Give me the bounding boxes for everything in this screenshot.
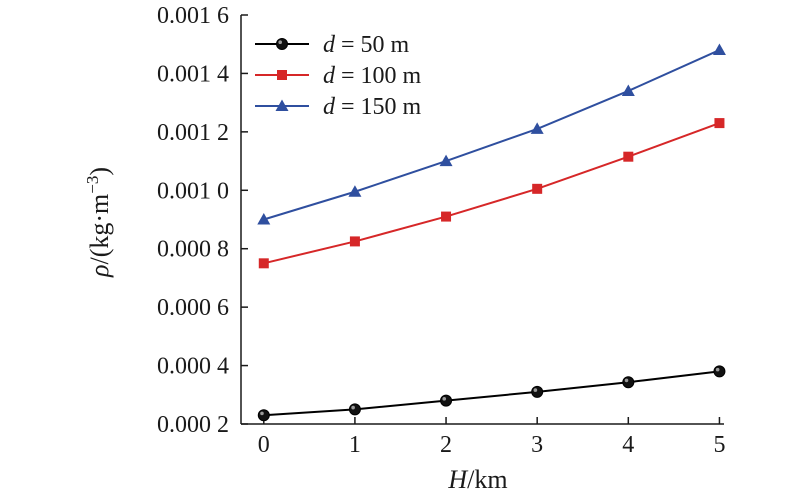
x-tick-label: 0	[258, 432, 270, 458]
y-axis-title: ρ/(kg·m−3)	[83, 167, 114, 278]
legend-label: d = 50 m	[323, 32, 410, 58]
data-point	[712, 43, 726, 56]
legend-item: d = 100 m	[255, 63, 422, 89]
data-point	[532, 183, 543, 194]
x-tick-label: 5	[713, 432, 725, 458]
data-point	[714, 118, 725, 129]
y-tick-label: 0.000 4	[157, 354, 229, 380]
axes	[240, 15, 724, 425]
series-2	[258, 118, 725, 269]
data-point	[439, 154, 453, 167]
data-point	[257, 213, 271, 225]
data-point	[623, 151, 634, 162]
series-layer	[257, 43, 726, 422]
data-point	[531, 385, 544, 398]
y-tick-label: 0.000 8	[157, 237, 229, 263]
y-tick-label: 0.000 2	[157, 412, 229, 438]
y-tick-label: 0.001 6	[157, 3, 229, 29]
data-point	[257, 409, 270, 422]
x-tick-label: 3	[531, 432, 543, 458]
series-line	[263, 49, 720, 221]
legend-item: d = 50 m	[255, 32, 410, 58]
data-point	[713, 365, 726, 378]
x-tick-label: 2	[440, 432, 452, 458]
data-point	[349, 236, 360, 247]
series-line	[263, 122, 720, 265]
legend-marker	[275, 99, 289, 111]
legend-item: d = 150 m	[255, 94, 422, 120]
y-tick-label: 0.000 6	[157, 295, 229, 321]
data-point	[440, 394, 453, 407]
data-point	[622, 376, 635, 389]
data-point	[258, 258, 269, 269]
y-tick-label: 0.001 2	[157, 120, 229, 146]
data-point	[348, 403, 361, 416]
legend-marker	[277, 70, 287, 80]
series-line	[263, 370, 720, 417]
x-tick-label: 1	[349, 432, 361, 458]
y-tick-label: 0.001 4	[157, 61, 229, 87]
x-axis-title: H/km	[447, 465, 507, 494]
legend-marker	[276, 38, 288, 50]
x-tick-label: 4	[622, 432, 634, 458]
y-tick-label: 0.001 0	[157, 178, 229, 204]
legend: d = 50 m d = 100 m d = 150 m	[255, 32, 422, 120]
data-point	[348, 185, 362, 197]
series-1	[257, 365, 726, 422]
legend-label: d = 100 m	[323, 63, 422, 89]
data-point	[441, 211, 452, 222]
tick-marks: 0.000 2 0.000 4 0.000 6 0.000 8 0.001 0 0.001…	[157, 3, 725, 458]
legend-label: d = 150 m	[323, 94, 422, 120]
series-3	[257, 43, 726, 225]
data-point	[621, 84, 635, 96]
data-point	[530, 122, 544, 134]
